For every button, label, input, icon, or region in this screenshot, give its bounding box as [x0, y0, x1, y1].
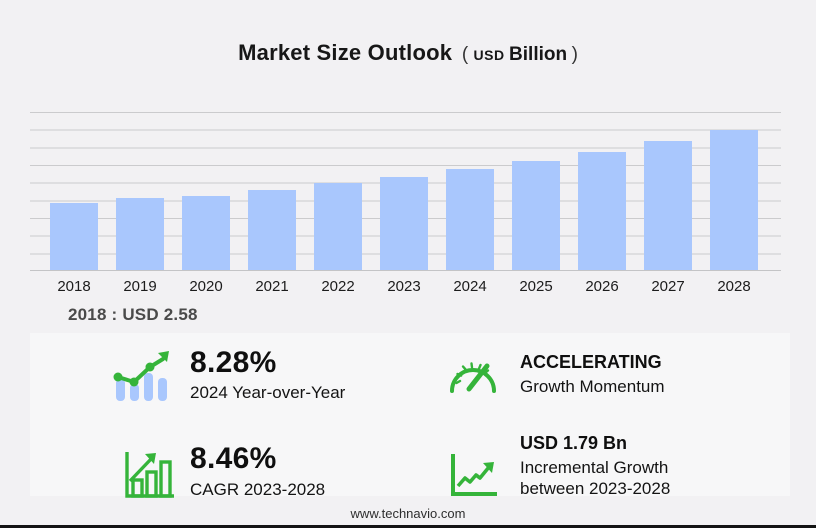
- bar-2023: [380, 176, 428, 270]
- x-axis-label-2023: 2023: [387, 278, 421, 295]
- x-axis-label-2018: 2018: [57, 278, 91, 295]
- cagr-value: 8.46%: [190, 442, 277, 475]
- title-paren-close: ): [571, 44, 578, 65]
- incremental-value: USD 1.79 Bn: [520, 433, 628, 453]
- momentum-value: ACCELERATING: [520, 352, 662, 372]
- stats-panel: [30, 333, 790, 496]
- x-axis-label-2025: 2025: [519, 278, 553, 295]
- page-title: Market Size Outlook ( USD Billion ): [0, 40, 816, 66]
- bar-2018: [50, 202, 98, 270]
- title-text: Market Size Outlook: [238, 40, 453, 65]
- footer-url: www.technavio.com: [350, 506, 466, 521]
- bar-chart-arrow-icon: [125, 452, 174, 498]
- bar-2022: [314, 183, 362, 270]
- x-axis-label-2019: 2019: [123, 278, 157, 295]
- bottom-divider: [0, 525, 816, 528]
- yoy-value: 8.28%: [190, 346, 277, 379]
- base-year-note: 2018 : USD 2.58: [68, 305, 198, 324]
- bar-2028: [710, 129, 758, 270]
- bar-2025: [512, 160, 560, 270]
- incremental-label-line2: between 2023-2028: [520, 479, 671, 498]
- x-axis-label-2024: 2024: [453, 278, 487, 295]
- incremental-label-line1: Incremental Growth: [520, 458, 669, 477]
- bar-2019: [116, 197, 164, 270]
- yoy-label: 2024 Year-over-Year: [190, 383, 346, 402]
- bar-2021: [248, 189, 296, 270]
- title-currency: USD: [473, 47, 505, 63]
- gauge-icon: [450, 362, 496, 393]
- axes-trend-arrow-icon: [451, 454, 497, 496]
- title-paren-open: (: [461, 44, 469, 65]
- bar-2020: [182, 195, 230, 270]
- x-axis-label-2022: 2022: [321, 278, 355, 295]
- cagr-label: CAGR 2023-2028: [190, 480, 326, 499]
- bar-2024: [446, 169, 494, 270]
- bar-chart: 2018 2019 2020 2021 2022 2023 2024 2025 2026 2027…: [30, 112, 781, 295]
- x-axis-label-2026: 2026: [585, 278, 619, 295]
- title-unit: Billion: [509, 44, 568, 65]
- bars-trendline-icon: [113, 351, 169, 401]
- momentum-label: Growth Momentum: [520, 377, 665, 396]
- x-axis-label-2020: 2020: [189, 278, 223, 295]
- x-axis-label-2028: 2028: [717, 278, 751, 295]
- x-axis-label-2021: 2021: [255, 278, 289, 295]
- bar-2026: [578, 151, 626, 270]
- x-axis-label-2027: 2027: [651, 278, 685, 295]
- bar-2027: [644, 141, 692, 270]
